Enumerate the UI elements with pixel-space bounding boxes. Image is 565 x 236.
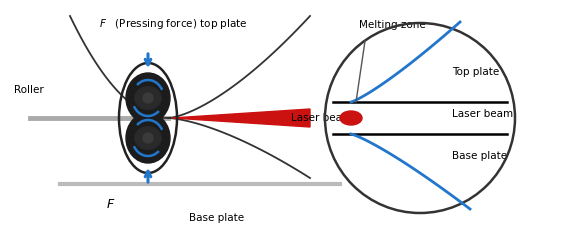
Ellipse shape (135, 127, 161, 149)
Text: $F$: $F$ (106, 198, 115, 211)
Text: Base plate: Base plate (189, 213, 245, 223)
Text: Base plate: Base plate (452, 151, 507, 161)
Circle shape (143, 133, 153, 143)
Text: Top plate: Top plate (452, 67, 499, 77)
Ellipse shape (135, 87, 161, 109)
Polygon shape (172, 109, 310, 127)
Ellipse shape (126, 113, 170, 163)
Text: Roller: Roller (14, 85, 44, 95)
Text: $F$   (Pressing force) top plate: $F$ (Pressing force) top plate (99, 17, 247, 31)
Ellipse shape (340, 111, 362, 125)
Ellipse shape (126, 73, 170, 123)
Text: Laser beam: Laser beam (291, 113, 352, 123)
Text: Laser beam: Laser beam (452, 110, 513, 119)
Text: Melting zone: Melting zone (359, 20, 425, 30)
Circle shape (143, 93, 153, 103)
